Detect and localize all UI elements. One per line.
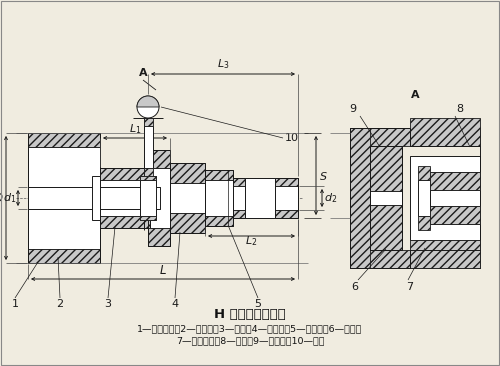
- Bar: [370, 205, 402, 250]
- Bar: [148, 150, 170, 168]
- Bar: [245, 178, 275, 218]
- Circle shape: [137, 96, 159, 118]
- Text: 1—半联轴器；2—主动盘；3—活套；4—中间盘；5—被动盘；6—销轴；: 1—半联轴器；2—主动盘；3—活套；4—中间盘；5—被动盘；6—销轴；: [138, 325, 362, 333]
- Text: $d_1$: $d_1$: [2, 191, 16, 205]
- Bar: [233, 178, 298, 186]
- Text: 3: 3: [104, 299, 112, 309]
- Text: 4: 4: [172, 299, 178, 309]
- Bar: [28, 187, 160, 209]
- Text: $L_3$: $L_3$: [217, 57, 229, 71]
- Bar: [205, 170, 233, 180]
- Bar: [100, 168, 150, 180]
- Bar: [144, 168, 153, 176]
- Text: 8: 8: [456, 104, 464, 114]
- Bar: [140, 176, 156, 180]
- Bar: [233, 186, 298, 210]
- Bar: [418, 180, 430, 216]
- Text: $S$: $S$: [319, 169, 328, 182]
- Bar: [28, 147, 100, 249]
- Bar: [418, 216, 430, 230]
- Text: $d_2$: $d_2$: [324, 191, 337, 205]
- Bar: [100, 180, 150, 216]
- Bar: [148, 168, 170, 228]
- Bar: [144, 126, 153, 168]
- Text: 6: 6: [352, 282, 358, 292]
- Bar: [370, 191, 402, 205]
- Bar: [170, 213, 205, 233]
- Bar: [205, 180, 233, 216]
- Text: A: A: [410, 90, 420, 100]
- Bar: [92, 176, 100, 220]
- Bar: [100, 216, 150, 228]
- Bar: [410, 156, 480, 240]
- Bar: [418, 166, 430, 180]
- Bar: [350, 128, 480, 146]
- Wedge shape: [137, 96, 159, 107]
- Text: 5: 5: [254, 299, 262, 309]
- Bar: [350, 128, 370, 268]
- Text: 2: 2: [56, 299, 64, 309]
- Bar: [350, 250, 480, 268]
- Bar: [148, 228, 170, 246]
- Bar: [28, 249, 100, 263]
- Bar: [140, 216, 156, 220]
- Bar: [233, 210, 298, 218]
- Bar: [410, 118, 480, 146]
- Text: 7: 7: [406, 282, 414, 292]
- Bar: [140, 180, 156, 216]
- Bar: [430, 190, 480, 206]
- Bar: [170, 163, 205, 183]
- Text: $L_2$: $L_2$: [246, 234, 258, 248]
- Bar: [28, 133, 100, 147]
- Text: $D$: $D$: [0, 191, 3, 205]
- Text: 10: 10: [285, 133, 299, 143]
- Bar: [144, 118, 153, 126]
- Bar: [205, 216, 233, 226]
- Text: 9: 9: [350, 104, 356, 114]
- Bar: [170, 183, 205, 213]
- Bar: [410, 240, 480, 268]
- Text: H 型平行轴联轴器: H 型平行轴联轴器: [214, 309, 286, 321]
- Bar: [430, 206, 480, 224]
- Text: $L$: $L$: [159, 264, 167, 277]
- Bar: [370, 146, 402, 191]
- Text: 7—滑动轴承；8—挡环；9—隔离环；10—销轴: 7—滑动轴承；8—挡环；9—隔离环；10—销轴: [176, 336, 324, 346]
- Text: A: A: [138, 68, 147, 78]
- Text: $L_1$: $L_1$: [129, 122, 141, 136]
- Bar: [430, 172, 480, 190]
- Text: 1: 1: [12, 299, 18, 309]
